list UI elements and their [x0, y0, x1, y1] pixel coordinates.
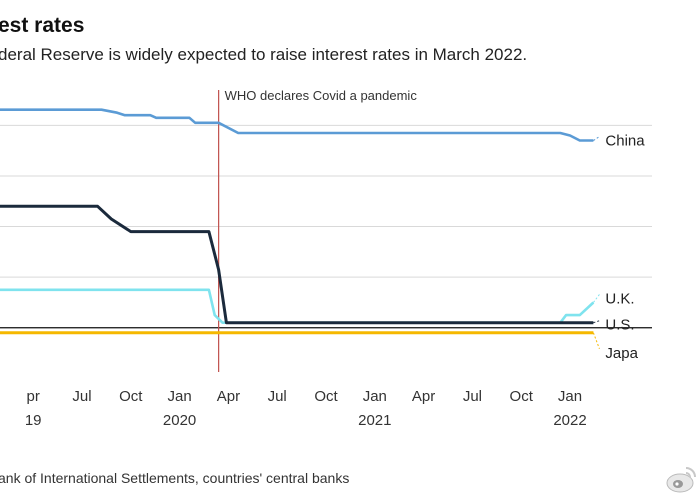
- x-tick-label-1: Jul: [72, 388, 91, 405]
- x-tick-year-3: 2020: [163, 412, 196, 429]
- series-layer: [0, 108, 595, 335]
- series-line-china: [0, 108, 594, 142]
- series-leader-uk: [593, 294, 600, 303]
- x-tick-label-10: Oct: [510, 388, 534, 405]
- x-tick-label-2: Oct: [119, 388, 143, 405]
- weibo-logo-icon: [664, 463, 698, 497]
- x-tick-label-9: Jul: [463, 388, 482, 405]
- series-label-layer: China U.K. U.S. Japa: [592, 133, 645, 362]
- x-tick-year-0: 19: [25, 412, 42, 429]
- chart-title: est rates: [0, 14, 85, 37]
- grid-layer: [0, 124, 652, 329]
- x-tick-year-11: 2022: [553, 412, 586, 429]
- series-label-japa: Japa: [605, 345, 638, 362]
- x-tick-label-6: Oct: [314, 388, 338, 405]
- x-tick-label-8: Apr: [412, 388, 435, 405]
- series-label-uk: U.K.: [605, 290, 634, 307]
- x-axis-ticks: pr 19 Jul Oct Jan 2020 Apr Jul Oct Jan 2021 Apr Jul O…: [25, 388, 587, 429]
- annotation-label: WHO declares Covid a pandemic: [225, 88, 418, 103]
- x-tick-label-5: Jul: [268, 388, 287, 405]
- series-label-us: U.S.: [605, 317, 634, 334]
- series-leader-japa: [592, 332, 600, 349]
- annotation-layer: WHO declares Covid a pandemic: [218, 88, 418, 372]
- chart-subtitle: deral Reserve is widely expected to rais…: [0, 45, 528, 64]
- series-leader-china: [593, 136, 600, 141]
- series-line-us: [0, 204, 594, 325]
- x-tick-label-0: pr: [27, 388, 40, 405]
- series-line-uk: [0, 288, 595, 325]
- x-tick-label-7: Jan: [363, 388, 387, 405]
- x-tick-label-3: Jan: [167, 388, 191, 405]
- series-leader-us: [593, 320, 600, 324]
- series-label-china: China: [605, 133, 645, 150]
- x-tick-label-11: Jan: [558, 388, 582, 405]
- chart-source: ank of International Settlements, countr…: [0, 470, 350, 486]
- x-tick-label-4: Apr: [217, 388, 240, 405]
- x-tick-year-7: 2021: [358, 412, 391, 429]
